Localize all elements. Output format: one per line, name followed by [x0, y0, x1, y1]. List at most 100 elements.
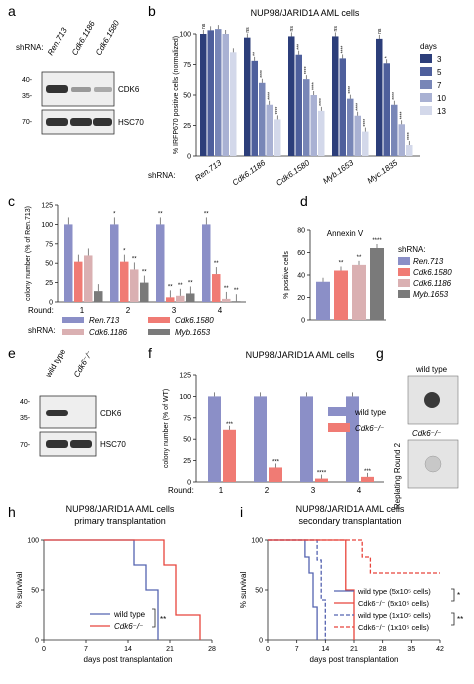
chart-b-legend-swatch — [420, 80, 432, 89]
chart-f-bar — [300, 396, 313, 482]
panel-letter-a: a — [8, 3, 16, 19]
chart-b-significance: **** — [363, 119, 369, 127]
band-cdk6-1186 — [71, 87, 91, 92]
chart-b-bar — [406, 145, 413, 156]
chart-f-category-label: 3 — [311, 486, 316, 495]
chart-f-category-label: 2 — [265, 486, 270, 495]
chart-d-y-tick-label: 0 — [301, 318, 305, 325]
chart-h-subtitle: primary transplantation — [74, 516, 166, 526]
chart-c-y-tick-label: 75 — [45, 241, 53, 248]
chart-b-bar — [362, 131, 369, 156]
chart-c-significance: ** — [234, 288, 239, 294]
chart-b-significance: ns — [289, 26, 295, 32]
panel-letter-i: i — [240, 504, 243, 520]
chart-h-x-tick-label: 28 — [208, 646, 216, 653]
chart-b-bar — [200, 34, 207, 156]
chart-c-y-label: colony number (% of Ren.713) — [25, 206, 32, 301]
chart-b-legend-label: 10 — [437, 94, 446, 103]
chart-c-bar — [94, 291, 103, 302]
band-e-cdk6-wt — [46, 410, 68, 416]
chart-f-legend-label: Cdk6⁻/⁻ — [355, 424, 384, 433]
panel-e-western-blot: wild type Cdk6⁻/⁻ 40- 35- CDK6 70- HSC70 — [20, 347, 126, 457]
chart-d-bar — [316, 281, 330, 320]
chart-h-y-label: % survival — [15, 572, 24, 609]
chart-b-bar — [398, 124, 405, 156]
chart-f-bar — [254, 396, 267, 482]
panel-letter-d: d — [300, 193, 308, 209]
mw-marker-e-35: 35- — [20, 415, 31, 422]
chart-b-significance: **** — [319, 98, 325, 106]
chart-b-y-tick-label: 0 — [187, 154, 191, 161]
chart-b-legend-label: 7 — [437, 81, 442, 90]
chart-d-legend-label: Myb.1653 — [413, 290, 449, 299]
panel-a-western-blot: shRNA: Ren.713 Cdk6.1186 Cdk6.1580 40- 3… — [16, 19, 144, 135]
chart-c-bar — [64, 224, 73, 302]
chart-b-legend-swatch — [420, 93, 432, 102]
mw-marker-e-70: 70- — [20, 442, 31, 449]
chart-d-y-tick-label: 20 — [297, 295, 305, 302]
chart-h-bracket — [152, 608, 156, 628]
chart-d-bar — [352, 264, 366, 320]
chart-b-y-tick-label: 75 — [183, 62, 191, 69]
chart-b-category-label: Cdk6.1186 — [231, 158, 268, 188]
chart-c-bar — [156, 224, 165, 302]
chart-h-x-tick-label: 21 — [166, 646, 174, 653]
chart-d-legend-swatch — [398, 290, 410, 298]
chart-c-bar — [130, 269, 139, 302]
chart-c-significance: ** — [188, 280, 193, 286]
band-hsc70-3 — [93, 118, 112, 126]
chart-i-subtitle: secondary transplantation — [298, 516, 401, 526]
chart-d-y-tick-label: 40 — [297, 273, 305, 280]
chart-c-category-label: 4 — [218, 306, 223, 315]
shrna-label: shRNA: — [16, 43, 44, 52]
chart-c-bar — [120, 261, 129, 302]
chart-d-y-label: % positive cells — [283, 251, 290, 299]
panel-letter-e: e — [8, 345, 16, 361]
chart-b-x-prefix: shRNA: — [148, 171, 176, 180]
chart-i-y-tick-label: 100 — [251, 538, 263, 545]
chart-c-category-label: 3 — [172, 306, 177, 315]
chart-b-significance: ns — [333, 26, 339, 32]
colony-blob-cdk6-ko — [424, 455, 442, 473]
chart-f-category-label: 1 — [219, 486, 224, 495]
chart-f-title: NUP98/JARID1A AML cells — [246, 350, 355, 360]
chart-c-legend-label: Myb.1653 — [175, 328, 211, 337]
chart-d-legend-label: Cdk6.1580 — [413, 268, 452, 277]
chart-c-bar — [212, 274, 221, 302]
panel-letter-c: c — [8, 193, 15, 209]
chart-f-bar — [346, 396, 359, 482]
chart-c-y-tick-label: 50 — [45, 261, 53, 268]
lane-label-ren713: Ren.713 — [46, 26, 69, 57]
band-label-e-hsc70: HSC70 — [100, 440, 126, 449]
band-cdk6-ren713 — [46, 85, 68, 93]
chart-i-y-tick-label: 0 — [259, 638, 263, 645]
chart-i-x-label: days post transplantation — [310, 655, 399, 664]
chart-d-legend-swatch — [398, 279, 410, 287]
chart-d-significance: **** — [372, 238, 382, 244]
chart-i-title: NUP98/JARID1A AML cells — [296, 504, 405, 514]
chart-c-significance: ** — [224, 286, 229, 292]
chart-b-title: NUP98/JARID1A AML cells — [251, 8, 360, 18]
chart-b-significance: * — [384, 56, 390, 58]
chart-d-legend-swatch — [398, 257, 410, 265]
chart-c-y-tick-label: 0 — [49, 300, 53, 307]
chart-h-survival-curve-2 — [44, 539, 201, 640]
chart-b-bar — [222, 34, 229, 156]
chart-c-category-label: 2 — [126, 306, 131, 315]
chart-i-survival-curve-1 — [268, 539, 318, 640]
chart-b-bar — [332, 36, 339, 156]
chart-b-bar — [303, 79, 310, 156]
chart-b-legend-label: 5 — [437, 68, 442, 77]
band-label-cdk6: CDK6 — [118, 85, 140, 94]
chart-h-y-tick-label: 50 — [31, 588, 39, 595]
chart-i-x-tick-label: 0 — [266, 646, 270, 653]
chart-h-y-tick-label: 0 — [35, 638, 39, 645]
chart-c-x-prefix: Round: — [28, 306, 54, 315]
chart-i-survival-curve-2 — [268, 539, 355, 640]
chart-b-significance: **** — [340, 46, 346, 54]
chart-d-bar — [334, 270, 348, 320]
band-cdk6-1580 — [94, 87, 112, 92]
chart-b-significance: ns — [377, 28, 383, 34]
chart-b-bar — [251, 60, 258, 157]
